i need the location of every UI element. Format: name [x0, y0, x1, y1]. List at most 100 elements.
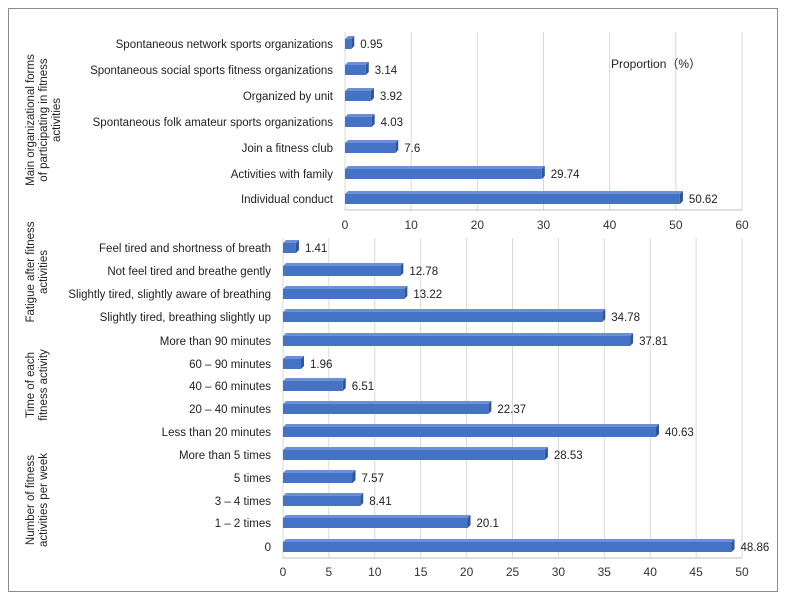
bar-top: [283, 424, 659, 427]
bar-top: [345, 166, 545, 169]
bar: [283, 542, 732, 552]
bar-side: [630, 333, 634, 346]
group-title-line: activities per week: [38, 453, 50, 547]
value-label: 13.22: [413, 289, 442, 301]
bar-top: [283, 539, 735, 542]
x-tick-label: 35: [598, 565, 612, 579]
bar-top: [283, 447, 548, 450]
bar-side: [300, 356, 304, 369]
value-label: 48.86: [741, 542, 770, 554]
value-label: 28.53: [554, 450, 583, 462]
bar: [283, 473, 353, 483]
value-label: 7.57: [361, 473, 383, 485]
bar-side: [404, 286, 408, 299]
x-tick-label: 50: [735, 565, 749, 579]
category-label: Spontaneous social sports fitness organi…: [90, 65, 333, 77]
bar-side: [655, 424, 659, 437]
x-tick-label: 0: [342, 218, 349, 232]
category-label: Spontaneous folk amateur sports organiza…: [93, 117, 334, 129]
x-tick-label: 60: [735, 218, 749, 232]
category-label: More than 90 minutes: [160, 336, 271, 348]
group-title-line: activities: [51, 98, 63, 142]
bar: [345, 143, 396, 153]
group-title: Fatigue after fitnessactivities: [25, 221, 50, 322]
bar-top: [283, 309, 606, 312]
value-label: 29.74: [551, 169, 580, 181]
category-label: Spontaneous network sports organizations: [116, 39, 334, 51]
bar-top: [283, 263, 404, 266]
bar-top: [345, 88, 374, 91]
bar-side: [395, 140, 399, 153]
category-label: Join a fitness club: [242, 143, 333, 155]
category-label: Organized by unit: [243, 91, 334, 103]
bar: [345, 65, 366, 75]
group-title-line: Fatigue after fitness: [25, 221, 37, 322]
bar-top: [283, 378, 346, 381]
bar: [283, 266, 401, 276]
chart-frame: [8, 8, 778, 592]
bar: [283, 381, 343, 391]
bar-side: [342, 378, 346, 391]
bar: [283, 427, 656, 437]
bar: [345, 117, 372, 127]
bar-top: [283, 470, 356, 473]
group-title-line: Number of fitness: [25, 455, 37, 545]
category-label: 1 – 2 times: [215, 518, 271, 530]
category-label: More than 5 times: [179, 450, 271, 462]
bar-side: [467, 515, 471, 528]
bar-side: [295, 240, 299, 253]
x-tick-label: 40: [644, 565, 658, 579]
bar-top: [283, 515, 471, 518]
bar: [283, 243, 296, 253]
bar: [345, 39, 352, 49]
group-title-line: Main organizational forms: [25, 54, 37, 186]
x-tick-label: 30: [537, 218, 551, 232]
x-tick-label: 25: [506, 565, 520, 579]
category-label: Less than 20 minutes: [162, 427, 272, 439]
x-tick-label: 15: [414, 565, 428, 579]
bar-side: [371, 114, 375, 127]
x-tick-label: 5: [326, 565, 333, 579]
legend-label: Proportion（%）: [611, 57, 701, 71]
bar-side: [679, 191, 683, 204]
x-tick-label: 30: [552, 565, 566, 579]
bar-side: [731, 539, 735, 552]
bar-side: [370, 88, 374, 101]
bar-side: [488, 401, 492, 414]
bar-top: [345, 191, 683, 194]
bar-top: [345, 114, 375, 117]
value-label: 3.14: [375, 65, 398, 77]
group-title: Number of fitnessactivities per week: [25, 453, 50, 547]
category-label: 20 – 40 minutes: [189, 404, 271, 416]
bar-top: [283, 240, 299, 243]
bar-top: [283, 333, 634, 336]
bar: [283, 312, 603, 322]
group-title: Main organizational formsof participatin…: [25, 54, 63, 186]
bar-side: [400, 263, 404, 276]
bar: [283, 336, 631, 346]
value-label: 6.51: [352, 381, 374, 393]
value-label: 34.78: [611, 312, 640, 324]
value-label: 20.1: [477, 518, 499, 530]
bar-side: [352, 470, 356, 483]
bar-top: [345, 140, 399, 143]
group-title-line: activities: [38, 250, 50, 294]
category-label: 0: [265, 542, 271, 554]
bar-side: [351, 36, 355, 49]
bar-top: [345, 36, 355, 39]
x-tick-label: 0: [280, 565, 287, 579]
category-label: 5 times: [234, 473, 271, 485]
value-label: 1.41: [305, 243, 327, 255]
group-title-line: of participating in fitness: [38, 58, 50, 182]
bar: [345, 169, 542, 179]
bar-top: [283, 493, 364, 496]
category-label: Activities with family: [231, 169, 333, 181]
bar-side: [541, 166, 545, 179]
value-label: 3.92: [380, 91, 402, 103]
bar: [283, 496, 361, 506]
value-label: 0.95: [360, 39, 382, 51]
x-tick-label: 40: [603, 218, 617, 232]
value-label: 22.37: [497, 404, 526, 416]
category-label: Slightly tired, breathing slightly up: [100, 312, 271, 324]
